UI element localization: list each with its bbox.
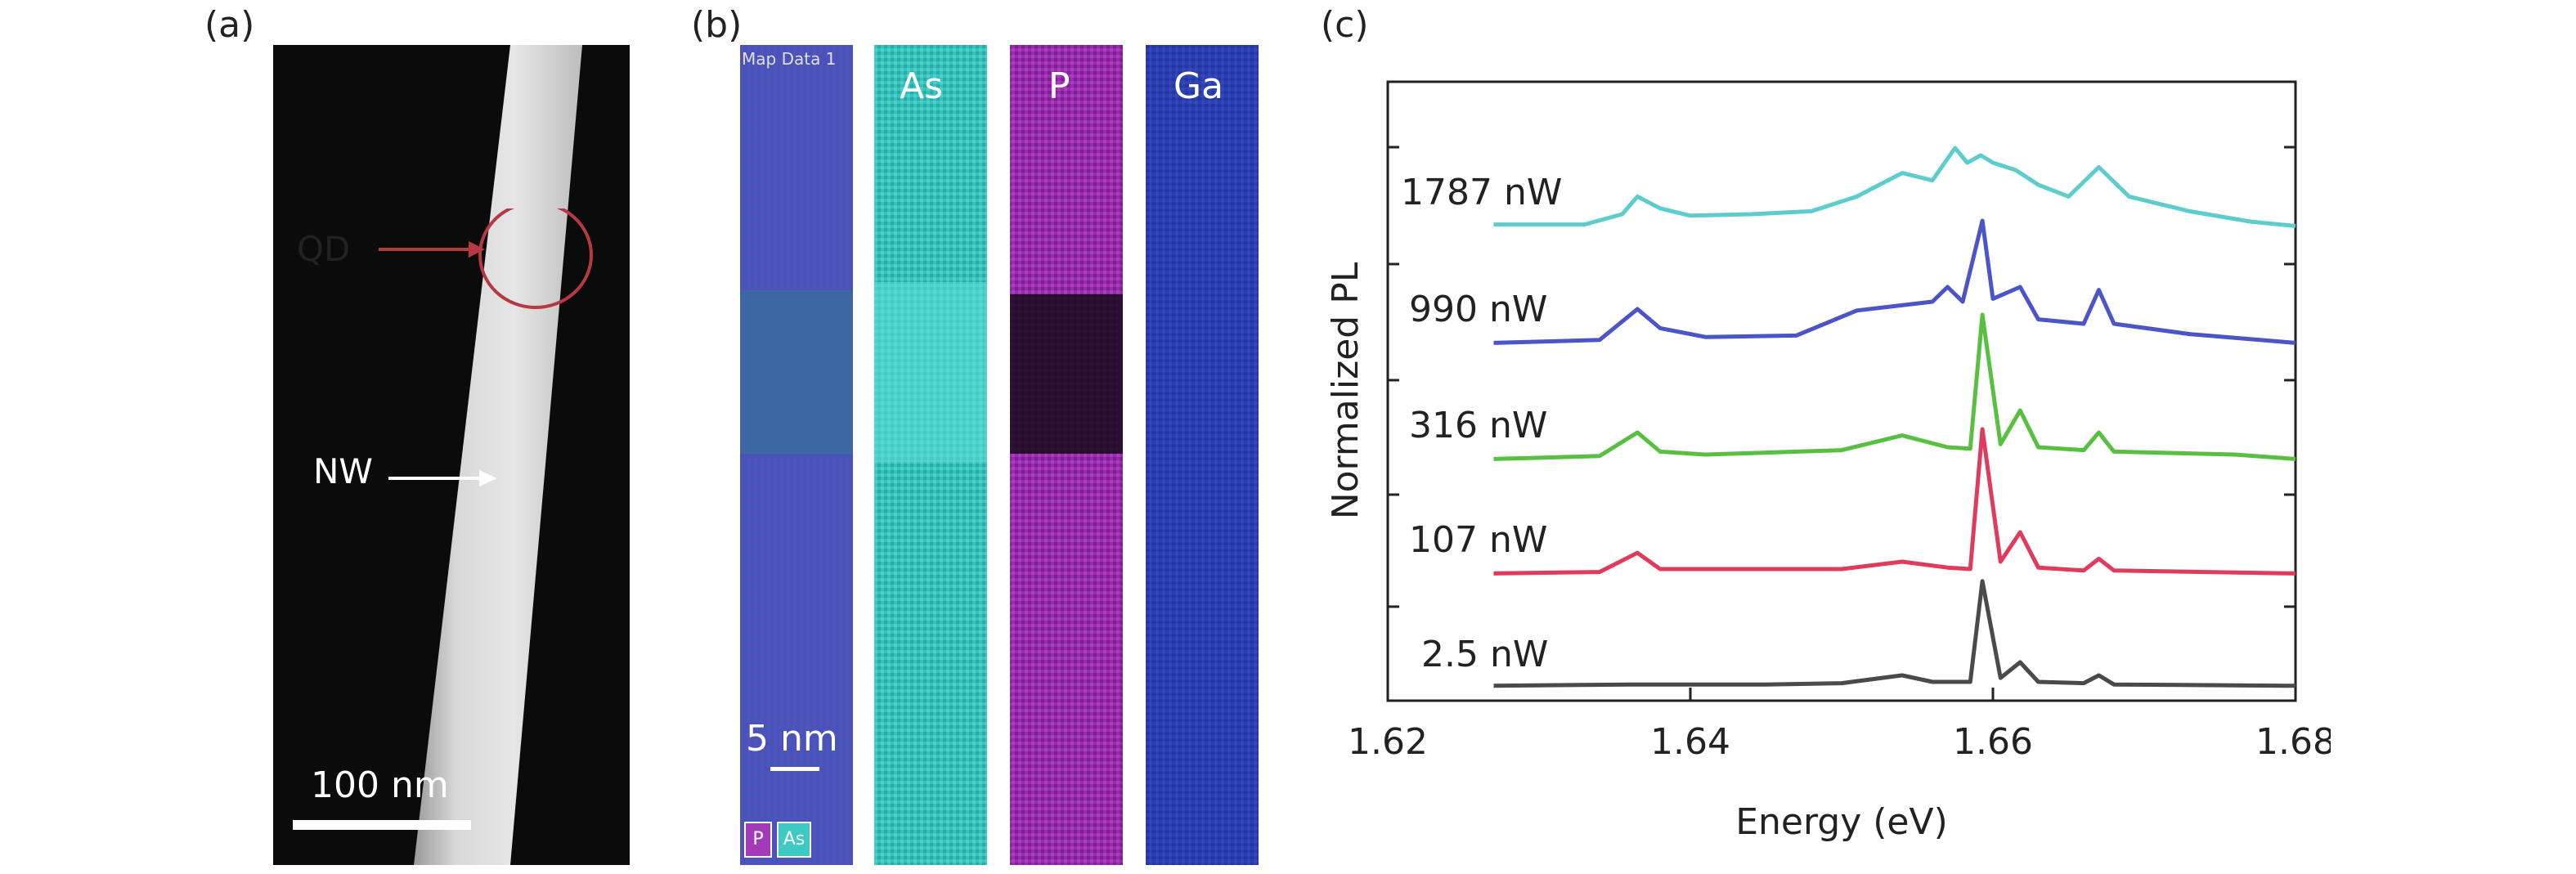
spectra-group: 1787 nW 990 nW 316 nW 107 nW 2.5 nW bbox=[1388, 146, 2296, 688]
spectrum-line-4 bbox=[1493, 579, 2296, 688]
x-axis-ticks: 1.62 1.64 1.66 1.68 bbox=[1348, 688, 2336, 763]
qd-label: QD bbox=[297, 229, 351, 269]
plot-frame bbox=[1386, 80, 2297, 702]
pl-spectra-chart: 1787 nW 990 nW 316 nW 107 nW 2.5 nW 1.62 1.64… bbox=[1308, 0, 2336, 871]
x-axis-label: Energy (eV) bbox=[1735, 801, 1948, 843]
spectrum-line-2 bbox=[1493, 312, 2296, 461]
eds-legend-as: As bbox=[777, 822, 811, 858]
nw-arrow bbox=[388, 470, 497, 486]
spectrum-line-0 bbox=[1493, 146, 2296, 228]
scalebar-100nm-label: 100 nm bbox=[311, 764, 449, 806]
x-tick-label-0: 1.62 bbox=[1348, 721, 1428, 763]
spectrum-label-1: 990 nW bbox=[1409, 289, 1547, 330]
eds-map-combined bbox=[740, 45, 853, 865]
nanowire bbox=[414, 45, 582, 865]
eds-maps bbox=[740, 45, 1268, 865]
pl-chart-svg: 1787 nW 990 nW 316 nW 107 nW 2.5 nW 1.62 1.64… bbox=[1325, 80, 2336, 843]
eds-map-header: Map Data 1 bbox=[742, 49, 837, 69]
eds-map-strips bbox=[740, 45, 1259, 865]
eds-as-qd-band bbox=[874, 282, 987, 462]
spectrum-label-0: 1787 nW bbox=[1401, 172, 1562, 213]
stem-image bbox=[273, 45, 630, 865]
eds-label-ga: Ga bbox=[1174, 65, 1224, 107]
scalebar-5nm bbox=[770, 767, 819, 771]
scalebar-100nm bbox=[293, 820, 471, 830]
spectrum-label-4: 2.5 nW bbox=[1421, 634, 1548, 675]
eds-p-qd-band bbox=[1010, 294, 1123, 454]
spectrum-line-3 bbox=[1493, 427, 2296, 576]
eds-map-ga bbox=[1146, 45, 1259, 865]
spectrum-label-2: 316 nW bbox=[1409, 405, 1547, 446]
y-axis-label: Normalized PL bbox=[1325, 262, 1367, 519]
qd-arrow bbox=[379, 208, 593, 309]
nw-label: NW bbox=[313, 451, 373, 491]
eds-map-p bbox=[1010, 45, 1123, 865]
panel-a-label: (a) bbox=[204, 4, 255, 46]
spectrum-line-1 bbox=[1493, 218, 2296, 345]
scalebar-5nm-label: 5 nm bbox=[746, 718, 838, 760]
eds-legend-p: P bbox=[744, 822, 772, 858]
x-tick-label-1: 1.64 bbox=[1650, 721, 1730, 763]
panel-b-label: (b) bbox=[691, 4, 743, 46]
eds-label-p: P bbox=[1048, 65, 1070, 107]
eds-combined-qd-band bbox=[740, 290, 853, 454]
x-tick-label-2: 1.66 bbox=[1953, 721, 2033, 763]
stem-image-panel bbox=[273, 45, 630, 865]
spectrum-label-3: 107 nW bbox=[1409, 519, 1547, 561]
x-tick-label-3: 1.68 bbox=[2255, 721, 2331, 763]
panel-c-label: (c) bbox=[1321, 4, 1369, 46]
eds-label-as: As bbox=[900, 65, 944, 107]
